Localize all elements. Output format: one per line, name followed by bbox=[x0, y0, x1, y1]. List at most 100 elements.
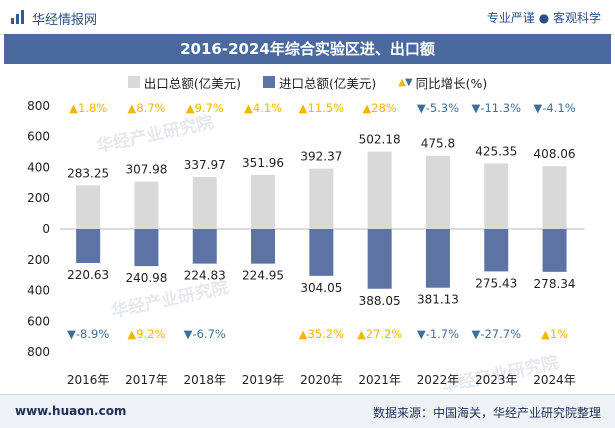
import-growth-label-text: -6.7% bbox=[192, 327, 225, 341]
footer-source: 数据来源：中国海关，华经产业研究院整理 bbox=[372, 406, 601, 420]
export-growth-label: ▲8.7% bbox=[127, 101, 165, 115]
import-growth-label-text: 1% bbox=[550, 327, 568, 341]
import-value-label: 224.83 bbox=[184, 269, 226, 283]
export-value-label: 502.18 bbox=[359, 133, 401, 147]
import-growth-label-text: 9.2% bbox=[136, 327, 165, 341]
x-tick-label: 2023年 bbox=[475, 373, 518, 387]
export-value-label: 307.98 bbox=[125, 163, 167, 177]
legend-item-export: 出口总额(亿美元) bbox=[127, 72, 241, 92]
export-growth-label-text: 4.1% bbox=[253, 101, 282, 115]
legend-item-growth: ▲▼ 同比增长(%) bbox=[398, 72, 487, 92]
export-growth-label-text: -11.3% bbox=[480, 101, 521, 115]
export-growth-label: ▲28% bbox=[362, 101, 396, 115]
legend-item-import: 进口总额(亿美元) bbox=[262, 72, 376, 92]
import-value-label: 220.63 bbox=[67, 268, 109, 282]
export-bar bbox=[251, 174, 276, 229]
brand-name: 华经情报网 bbox=[32, 13, 98, 28]
up-triangle-icon: ▲ bbox=[299, 327, 308, 341]
x-tick-label: 2018年 bbox=[183, 373, 226, 387]
up-down-triangle-icon: ▲▼ bbox=[398, 76, 412, 88]
import-growth-label-text: 35.2% bbox=[308, 327, 345, 341]
import-swatch bbox=[262, 76, 275, 88]
export-bar bbox=[542, 166, 567, 229]
y-tick-label: 600 bbox=[27, 314, 50, 328]
export-swatch bbox=[127, 76, 140, 88]
down-triangle-icon: ▼ bbox=[533, 101, 542, 115]
x-tick-label: 2021年 bbox=[358, 373, 401, 387]
footer: www.huaon.com 数据来源：中国海关，华经产业研究院整理 bbox=[0, 394, 615, 428]
legend: 出口总额(亿美元) 进口总额(亿美元) ▲▼ 同比增长(%) bbox=[0, 72, 615, 92]
export-bar bbox=[76, 185, 101, 229]
up-triangle-icon: ▲ bbox=[362, 101, 371, 115]
logo-icon bbox=[11, 10, 25, 24]
down-triangle-icon: ▼ bbox=[184, 327, 193, 341]
export-growth-label-text: -4.1% bbox=[542, 101, 575, 115]
y-tick-label: 800 bbox=[27, 345, 50, 359]
export-value-label: 408.06 bbox=[534, 147, 576, 161]
import-bar bbox=[367, 229, 392, 289]
export-bar bbox=[134, 181, 159, 229]
import-growth-label: ▲9.2% bbox=[127, 327, 165, 341]
import-growth-label: ▼-27.7% bbox=[471, 327, 521, 341]
import-growth-label-text: -1.7% bbox=[426, 327, 459, 341]
export-value-label: 283.25 bbox=[67, 166, 109, 180]
import-bar bbox=[251, 229, 276, 264]
import-bar bbox=[134, 229, 159, 267]
x-tick-label: 2022年 bbox=[417, 373, 460, 387]
down-triangle-icon: ▼ bbox=[417, 101, 426, 115]
export-bar bbox=[425, 155, 450, 229]
x-tick-label: 2016年 bbox=[67, 373, 110, 387]
legend-label-export: 出口总额(亿美元) bbox=[143, 75, 241, 91]
up-triangle-icon: ▲ bbox=[186, 101, 195, 115]
down-triangle-icon: ▼ bbox=[471, 101, 480, 115]
y-tick-label: 200 bbox=[27, 253, 50, 267]
import-bar bbox=[425, 229, 450, 288]
export-bar bbox=[367, 151, 392, 229]
export-growth-label: ▼-11.3% bbox=[471, 101, 521, 115]
import-growth-label-text: 27.2% bbox=[366, 327, 403, 341]
import-bar bbox=[76, 229, 101, 263]
up-triangle-icon: ▲ bbox=[127, 101, 136, 115]
import-growth-label: ▲27.2% bbox=[357, 327, 402, 341]
up-triangle-icon: ▲ bbox=[127, 327, 136, 341]
export-value-label: 351.96 bbox=[242, 156, 284, 170]
chart-title: 2016-2024年综合实验区进、出口额 bbox=[4, 34, 611, 64]
import-growth-label: ▼-6.7% bbox=[184, 327, 226, 341]
export-value-label: 425.35 bbox=[475, 144, 517, 158]
export-growth-label-text: 8.7% bbox=[136, 101, 165, 115]
up-triangle-icon: ▲ bbox=[357, 327, 366, 341]
up-triangle-icon: ▲ bbox=[541, 327, 550, 341]
down-triangle-icon: ▼ bbox=[471, 327, 480, 341]
import-bar bbox=[484, 229, 509, 272]
x-tick-label: 2020年 bbox=[300, 373, 343, 387]
import-value-label: 275.43 bbox=[475, 276, 517, 290]
x-tick-label: 2024年 bbox=[533, 373, 576, 387]
import-value-label: 224.95 bbox=[242, 269, 284, 283]
y-tick-label: 800 bbox=[27, 99, 50, 113]
export-growth-label: ▲4.1% bbox=[244, 101, 282, 115]
tagline: 专业严谨 ● 客观科学 bbox=[486, 11, 601, 25]
export-growth-label-text: 9.7% bbox=[195, 101, 224, 115]
up-triangle-icon: ▲ bbox=[69, 101, 78, 115]
export-growth-label: ▲9.7% bbox=[186, 101, 224, 115]
down-triangle-icon: ▼ bbox=[67, 327, 76, 341]
export-value-label: 392.37 bbox=[300, 150, 342, 164]
export-growth-label-text: -5.3% bbox=[426, 101, 459, 115]
y-tick-label: 0 bbox=[42, 222, 50, 236]
export-growth-label-text: 11.5% bbox=[308, 101, 345, 115]
export-bar bbox=[309, 168, 334, 229]
legend-label-growth: 同比增长(%) bbox=[415, 75, 488, 91]
export-growth-label-text: 1.8% bbox=[78, 101, 107, 115]
x-tick-label: 2017年 bbox=[125, 373, 168, 387]
export-growth-label: ▲11.5% bbox=[299, 101, 344, 115]
down-triangle-icon: ▼ bbox=[417, 327, 426, 341]
footer-url[interactable]: www.huaon.com bbox=[15, 404, 127, 418]
y-tick-label: 200 bbox=[27, 191, 50, 205]
import-growth-label-text: -27.7% bbox=[480, 327, 521, 341]
up-triangle-icon: ▲ bbox=[299, 101, 308, 115]
import-value-label: 240.98 bbox=[125, 271, 167, 285]
import-bar bbox=[309, 229, 334, 276]
import-growth-label: ▲35.2% bbox=[299, 327, 344, 341]
import-bar bbox=[542, 229, 567, 272]
import-value-label: 388.05 bbox=[359, 294, 401, 308]
